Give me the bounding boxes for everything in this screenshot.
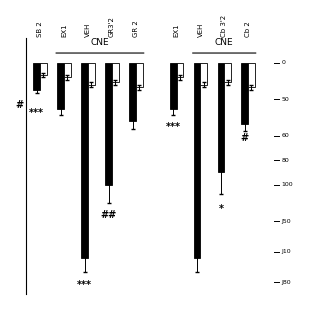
Bar xyxy=(112,63,119,82)
Text: #: # xyxy=(241,133,249,143)
Bar xyxy=(81,63,88,258)
Text: ***: *** xyxy=(77,280,92,290)
Bar xyxy=(88,63,95,85)
Bar xyxy=(177,63,183,77)
Bar xyxy=(248,63,255,87)
Text: #: # xyxy=(15,100,23,110)
Text: 50: 50 xyxy=(281,97,289,102)
Text: J80: J80 xyxy=(281,280,291,285)
Bar xyxy=(241,63,248,124)
Bar xyxy=(224,63,231,82)
Text: ##: ## xyxy=(100,210,117,220)
Text: 80: 80 xyxy=(281,158,289,163)
Bar xyxy=(57,63,64,109)
Text: ***: *** xyxy=(166,122,181,132)
Text: ***: *** xyxy=(29,108,44,118)
Bar xyxy=(105,63,112,185)
Text: CNE: CNE xyxy=(91,38,109,47)
Text: CNE: CNE xyxy=(215,38,234,47)
Bar xyxy=(40,63,47,75)
Bar xyxy=(33,63,40,90)
Text: J50: J50 xyxy=(281,219,291,224)
Text: 0: 0 xyxy=(281,60,285,65)
Bar xyxy=(136,63,143,87)
Bar xyxy=(194,63,201,258)
Text: J10: J10 xyxy=(281,249,291,254)
Text: 60: 60 xyxy=(281,133,289,139)
Text: *: * xyxy=(219,204,223,214)
Bar xyxy=(170,63,177,109)
Bar xyxy=(218,63,224,172)
Bar xyxy=(64,63,71,77)
Bar xyxy=(129,63,136,121)
Text: 100: 100 xyxy=(281,182,293,187)
Bar xyxy=(201,63,207,85)
